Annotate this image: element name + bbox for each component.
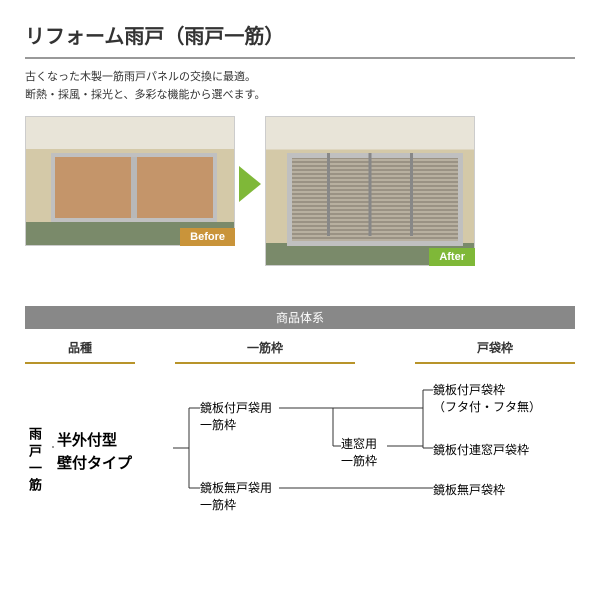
after-label: After [429, 248, 475, 266]
after-image-box: After [265, 116, 475, 266]
type-line1: 半外付型 [57, 432, 117, 449]
before-image [25, 116, 235, 246]
type-line2: 壁付タイプ [57, 455, 132, 472]
before-image-box: Before [25, 116, 235, 246]
tree-node-5: 鏡板付連窓戸袋枠 [433, 442, 529, 459]
desc-line-2: 断熱・採風・採光と、多彩な機能から選べます。 [25, 89, 265, 101]
tree-node-6: 鏡板無戸袋枠 [433, 482, 505, 499]
tree-node-3: 連窓用 一筋枠 [341, 436, 377, 470]
tree-node-4: 鏡板付戸袋枠 （フタ付・フタ無） [433, 382, 541, 416]
page-title: リフォーム雨戸（雨戸一筋） [25, 20, 575, 49]
before-after-row: Before After [25, 116, 575, 266]
tree-node-2: 鏡板無戸袋用 一筋枠 [200, 480, 272, 514]
col-frame2: 戸袋枠 [415, 337, 575, 358]
n2-l2: 一筋枠 [200, 498, 236, 512]
arrow-icon [239, 166, 261, 202]
tree-type: 半外付型 壁付タイプ [57, 430, 132, 475]
product-tree: 雨戸一筋 半外付型 壁付タイプ 鏡板付戸袋用 一筋枠 鏡板無戸袋用 一筋枠 連窓… [25, 382, 575, 527]
section-header: 商品体系 [25, 306, 575, 329]
n1-l2: 一筋枠 [200, 418, 236, 432]
n4-l2: （フタ付・フタ無） [433, 400, 541, 414]
column-headers: 品種 一筋枠 戸袋枠 [25, 337, 575, 358]
description: 古くなった木製一筋雨戸パネルの交換に最適。 断熱・採風・採光と、多彩な機能から選… [25, 69, 575, 104]
after-image [265, 116, 475, 266]
col-variety: 品種 [25, 337, 135, 358]
title-divider [25, 57, 575, 59]
n1-l1: 鏡板付戸袋用 [200, 401, 272, 415]
n3-l2: 一筋枠 [341, 454, 377, 468]
n4-l1: 鏡板付戸袋枠 [433, 383, 505, 397]
col-frame1: 一筋枠 [175, 337, 355, 358]
desc-line-1: 古くなった木製一筋雨戸パネルの交換に最適。 [25, 71, 256, 83]
tree-root: 雨戸一筋 [25, 427, 44, 495]
tree-node-1: 鏡板付戸袋用 一筋枠 [200, 400, 272, 434]
before-label: Before [180, 228, 235, 246]
n3-l1: 連窓用 [341, 437, 377, 451]
column-underline [25, 362, 575, 364]
n2-l1: 鏡板無戸袋用 [200, 481, 272, 495]
